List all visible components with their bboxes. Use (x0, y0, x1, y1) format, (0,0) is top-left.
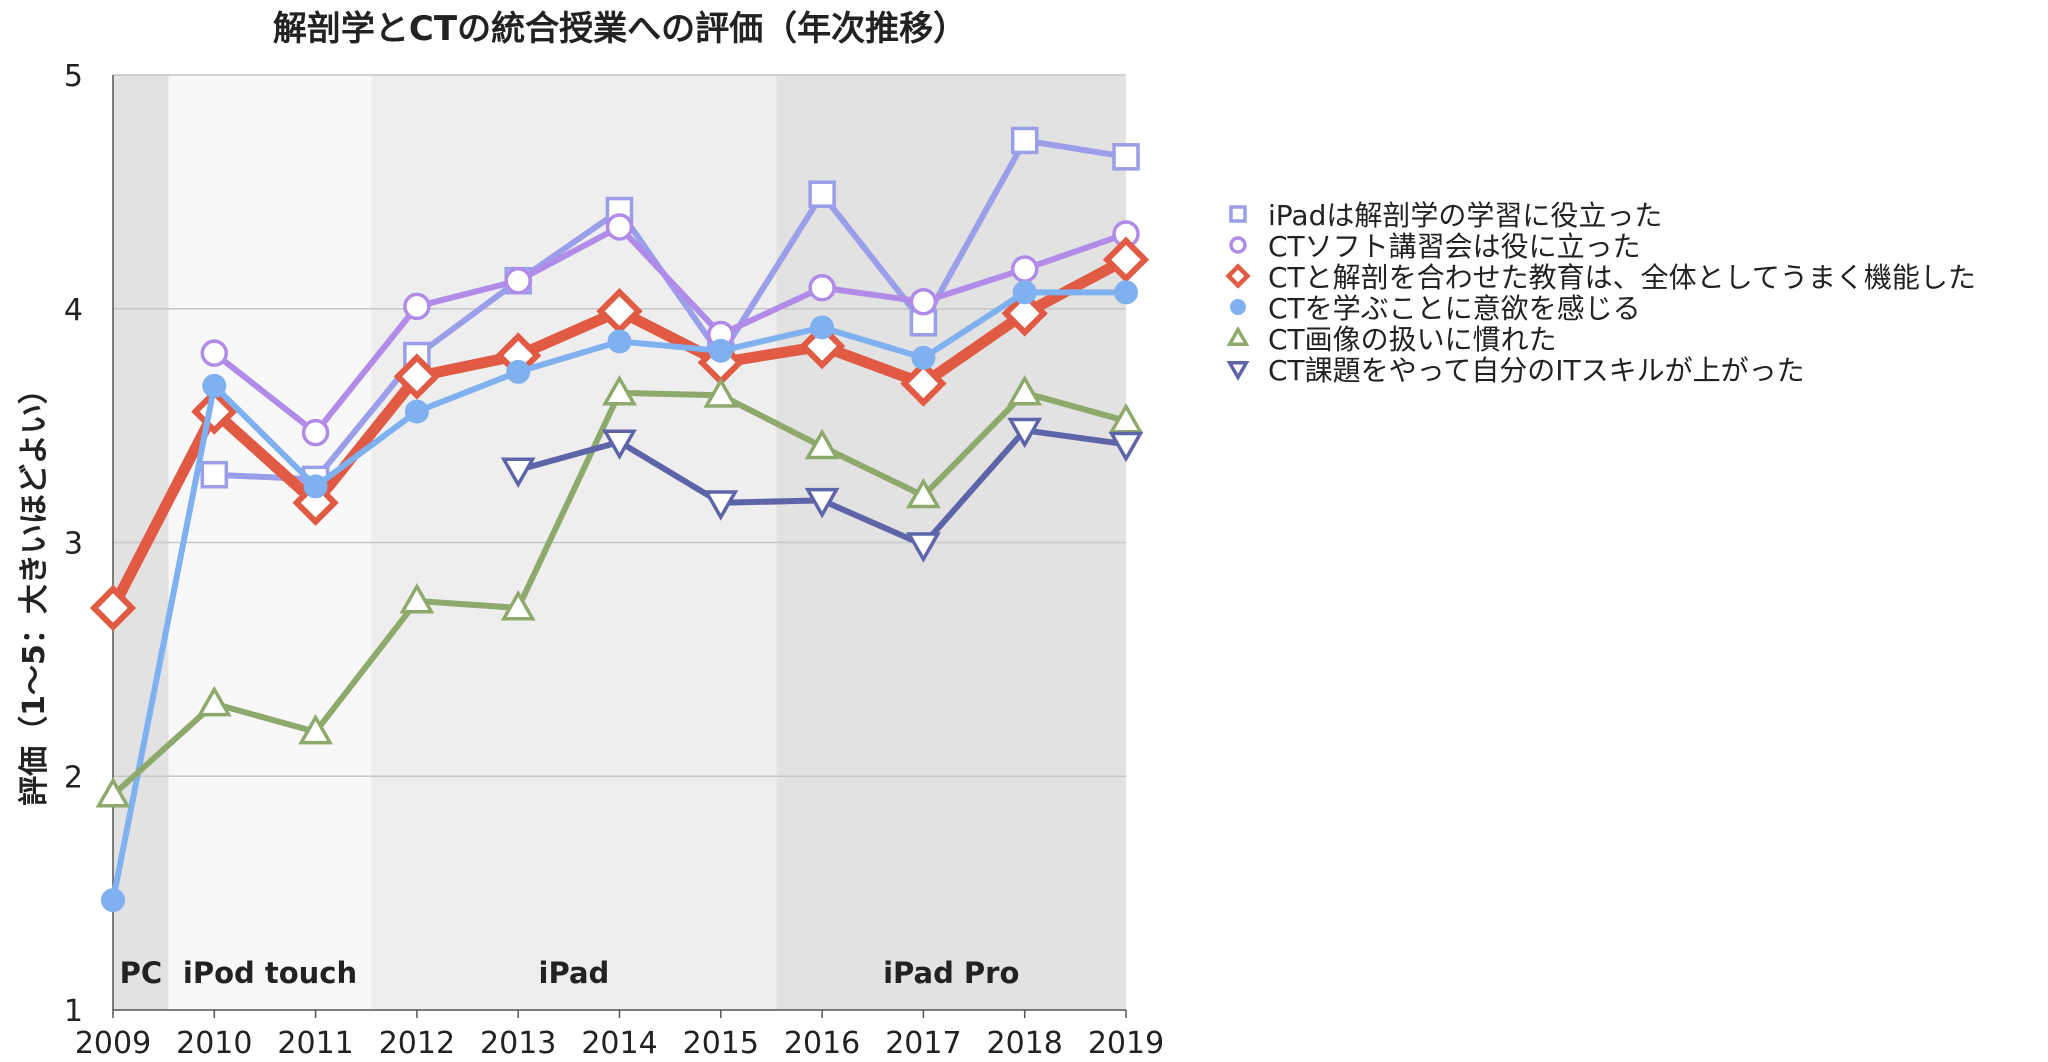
data-point (1112, 143, 1140, 171)
axes: 1 2 3 4 5 2009 2010 2011 2012 2013 2014 2015 2016 201… (64, 59, 1164, 1061)
x-tick-label: 2010 (176, 1026, 252, 1061)
legend-label: iPadは解剖学の学習に役立った (1268, 199, 1662, 232)
data-point (196, 685, 232, 717)
data-point (403, 292, 431, 321)
data-point (804, 487, 840, 519)
series-line (211, 223, 1129, 436)
era-label: iPad Pro (883, 956, 1019, 990)
legend-item: iPadは解剖学の学習に役立った (1229, 199, 1662, 232)
data-point (95, 777, 131, 808)
legend-label: CT画像の扱いに慣れた (1268, 323, 1557, 356)
x-tick-label: 2019 (1088, 1026, 1164, 1061)
legend-marker (1226, 360, 1250, 381)
y-axis-label: 評価（1〜5：大きいほどよい） (17, 374, 52, 806)
y-tick-label: 1 (64, 994, 83, 1029)
data-point (602, 374, 637, 406)
data-point (1007, 374, 1043, 406)
data-point (607, 329, 632, 354)
x-tick-label: 2013 (480, 1026, 556, 1061)
data-point (1012, 280, 1037, 305)
legend-marker (1230, 299, 1246, 315)
series-group (89, 126, 1150, 913)
data-point (808, 180, 836, 208)
data-point (404, 399, 429, 424)
x-tick-label: 2017 (885, 1026, 961, 1061)
data-point (1007, 417, 1043, 449)
chart-title: 解剖学とCTの統合授業への評価（年次推移） (273, 9, 967, 49)
data-point (798, 323, 846, 370)
data-point (202, 373, 227, 398)
data-point (301, 418, 330, 447)
data-point (200, 339, 229, 367)
series-3 (89, 236, 1150, 632)
data-point (500, 590, 536, 621)
y-tick-label: 2 (64, 760, 83, 795)
data-point (500, 457, 536, 488)
legend-marker (1229, 205, 1247, 223)
legend-label: CTを学ぶことに意欲を感じる (1268, 292, 1641, 325)
y-tick-label: 5 (64, 59, 83, 94)
y-tick-label: 3 (64, 527, 83, 562)
legend-item: CT課題をやって自分のITスキルが上がった (1226, 354, 1805, 387)
data-point (605, 213, 634, 241)
data-point (504, 266, 532, 295)
data-point (399, 583, 435, 614)
data-point (298, 713, 334, 745)
legend: iPadは解剖学の学習に役立ったCTソフト講習会は役に立ったCTと解剖を合わせた… (1225, 199, 1976, 387)
series-6 (500, 417, 1144, 563)
legend-label: CT課題をやって自分のITスキルが上がった (1268, 354, 1805, 387)
era-label: PC (120, 956, 163, 990)
legend-label: CTソフト講習会は役に立った (1268, 230, 1641, 263)
data-point (900, 360, 947, 407)
data-point (1010, 255, 1039, 283)
legend-item: CTソフト講習会は役に立った (1229, 230, 1641, 263)
legend-item: CTを学ぶことに意欲を感じる (1230, 292, 1641, 325)
data-point (200, 460, 229, 489)
data-point (911, 345, 936, 370)
series-5 (95, 374, 1144, 808)
data-point (1001, 290, 1048, 337)
y-tick-label: 4 (64, 293, 83, 328)
data-point (303, 474, 328, 499)
x-tick-label: 2009 (75, 1026, 151, 1061)
data-point (1114, 280, 1138, 305)
data-point (1108, 403, 1144, 434)
data-point (810, 315, 835, 340)
legend-marker (1229, 236, 1247, 254)
x-tick-label: 2014 (581, 1026, 657, 1061)
era-label: iPod touch (183, 956, 357, 990)
data-point (808, 273, 836, 302)
legend-label: CTと解剖を合わせた教育は、全体としてうまく機能した (1268, 261, 1976, 294)
data-point (804, 428, 840, 460)
legend-marker (1226, 326, 1250, 347)
legend-item: CT画像の扱いに慣れた (1226, 323, 1557, 356)
series-4 (101, 280, 1138, 913)
data-point (89, 584, 137, 632)
era-label: iPad (539, 956, 610, 990)
x-tick-label: 2015 (683, 1026, 759, 1061)
data-point (1010, 126, 1039, 155)
legend-item: CTと解剖を合わせた教育は、全体としてうまく機能した (1225, 261, 1976, 294)
data-point (506, 359, 531, 384)
data-point (1102, 236, 1150, 283)
data-point (708, 338, 733, 363)
data-point (905, 532, 941, 563)
x-tick-label: 2011 (277, 1026, 353, 1061)
x-tick-label: 2018 (987, 1026, 1063, 1061)
series-2 (200, 213, 1140, 447)
data-point (602, 429, 637, 460)
data-point (703, 377, 739, 408)
data-point (909, 287, 938, 316)
legend-marker (1225, 263, 1251, 289)
data-point (905, 477, 941, 509)
data-point (703, 490, 739, 521)
x-tick-label: 2016 (784, 1026, 860, 1061)
data-point (101, 888, 125, 913)
data-point (393, 353, 441, 400)
x-tick-label: 2012 (379, 1026, 455, 1061)
data-point (1108, 431, 1144, 463)
